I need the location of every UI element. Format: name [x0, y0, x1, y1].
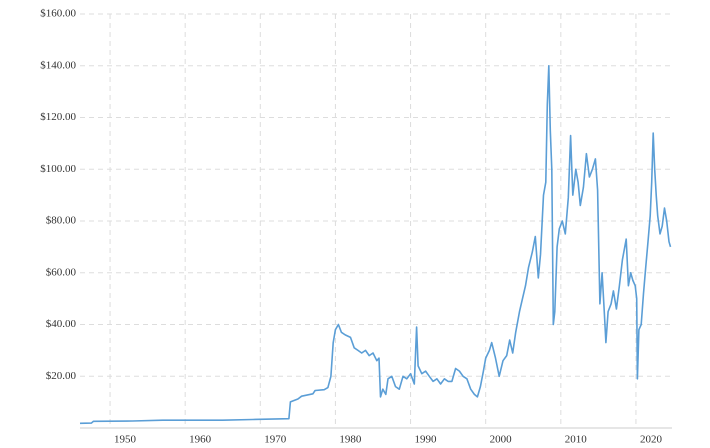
- price-line: [79, 65, 672, 425]
- y-tick-label: $80.00: [46, 215, 77, 227]
- y-tick-label: $60.00: [46, 266, 77, 278]
- x-tick-label: 2010: [565, 434, 588, 446]
- x-tick-label: 1950: [114, 434, 137, 446]
- x-tick-label: 1970: [264, 434, 287, 446]
- y-tick-label: $140.00: [40, 59, 76, 71]
- x-tick-label: 2020: [640, 434, 663, 446]
- y-tick-label: $120.00: [40, 111, 76, 123]
- y-tick-label: $40.00: [46, 318, 77, 330]
- x-tick-label: 1990: [415, 434, 438, 446]
- x-tick-label: 2000: [490, 434, 513, 446]
- x-tick-label: 1960: [189, 434, 212, 446]
- y-tick-label: $100.00: [40, 163, 76, 175]
- y-tick-label: $160.00: [40, 8, 76, 20]
- x-tick-label: 1980: [339, 434, 362, 446]
- y-tick-label: $20.00: [46, 370, 77, 382]
